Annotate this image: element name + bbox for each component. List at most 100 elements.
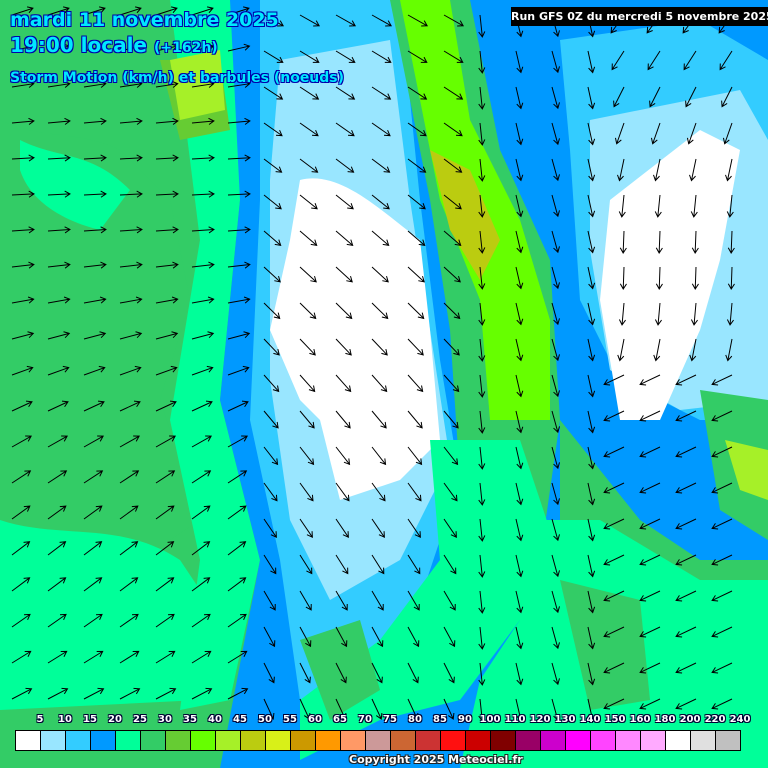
motion-arrow bbox=[443, 590, 456, 611]
motion-arrow bbox=[690, 194, 698, 218]
motion-arrow bbox=[551, 698, 560, 722]
motion-arrow bbox=[155, 541, 175, 556]
motion-arrow bbox=[83, 650, 104, 664]
motion-arrow bbox=[478, 626, 486, 650]
motion-arrow bbox=[155, 80, 179, 88]
motion-arrow bbox=[335, 698, 347, 720]
motion-arrow bbox=[551, 122, 560, 146]
motion-arrow bbox=[227, 80, 251, 88]
legend-label: 75 bbox=[383, 714, 397, 725]
motion-arrow bbox=[335, 50, 356, 63]
motion-arrow bbox=[191, 470, 212, 484]
motion-arrow bbox=[299, 50, 320, 63]
motion-arrow bbox=[371, 230, 390, 246]
motion-arrow bbox=[711, 410, 733, 422]
legend-swatch bbox=[716, 731, 740, 750]
motion-arrow bbox=[515, 518, 524, 542]
motion-arrow bbox=[371, 302, 389, 320]
motion-arrow bbox=[155, 400, 177, 412]
motion-arrow bbox=[478, 662, 486, 686]
motion-arrow bbox=[478, 302, 486, 326]
legend-swatch bbox=[566, 731, 591, 750]
motion-arrow bbox=[443, 554, 457, 575]
motion-arrow bbox=[407, 410, 423, 429]
motion-arrow bbox=[551, 158, 560, 182]
legend-label: 25 bbox=[133, 714, 147, 725]
motion-arrow bbox=[639, 626, 661, 638]
motion-arrow bbox=[371, 50, 392, 63]
motion-arrow bbox=[587, 194, 596, 218]
motion-arrow bbox=[47, 117, 71, 125]
motion-arrow bbox=[47, 613, 67, 628]
motion-arrow bbox=[443, 266, 461, 283]
motion-arrow bbox=[478, 374, 486, 398]
motion-arrow bbox=[551, 662, 560, 686]
motion-arrow bbox=[443, 302, 461, 320]
motion-arrow bbox=[443, 86, 464, 100]
legend-swatch bbox=[191, 731, 216, 750]
motion-arrow bbox=[263, 590, 276, 611]
motion-arrow bbox=[335, 266, 353, 283]
motion-arrow bbox=[587, 338, 596, 362]
motion-arrow bbox=[587, 446, 596, 470]
motion-arrow bbox=[119, 43, 143, 52]
motion-arrow bbox=[335, 518, 349, 538]
motion-arrow bbox=[675, 698, 697, 710]
motion-arrow bbox=[371, 482, 386, 502]
motion-arrow bbox=[191, 400, 213, 412]
motion-arrow bbox=[639, 446, 661, 458]
motion-arrow bbox=[47, 435, 68, 448]
motion-arrow bbox=[155, 435, 176, 448]
motion-arrow bbox=[515, 194, 524, 218]
motion-arrow bbox=[227, 577, 247, 592]
motion-arrow bbox=[515, 626, 524, 650]
motion-arrow bbox=[371, 698, 383, 720]
motion-arrow bbox=[478, 266, 486, 290]
motion-arrow bbox=[515, 410, 524, 434]
motion-arrow bbox=[603, 482, 625, 494]
legend-label: 65 bbox=[333, 714, 347, 725]
motion-arrow bbox=[515, 338, 524, 362]
motion-arrow bbox=[83, 6, 106, 16]
motion-arrow bbox=[47, 331, 71, 340]
motion-arrow bbox=[711, 626, 733, 638]
motion-arrow bbox=[675, 518, 697, 530]
legend-swatch bbox=[366, 731, 391, 750]
motion-arrow bbox=[263, 122, 283, 137]
legend-swatch bbox=[616, 731, 641, 750]
motion-arrow bbox=[551, 482, 560, 506]
legend-swatch bbox=[41, 731, 66, 750]
motion-arrow bbox=[83, 296, 107, 304]
motion-arrow bbox=[227, 331, 251, 340]
motion-arrow bbox=[551, 410, 560, 434]
motion-arrow bbox=[686, 122, 697, 145]
forecast-date: mardi 11 novembre 2025 bbox=[10, 9, 279, 31]
legend-label: 160 bbox=[629, 714, 651, 725]
motion-arrow bbox=[335, 590, 348, 611]
motion-arrow bbox=[711, 518, 733, 530]
legend-label: 240 bbox=[729, 714, 751, 725]
motion-arrow bbox=[515, 590, 524, 614]
motion-arrow bbox=[515, 122, 524, 146]
motion-arrow bbox=[83, 331, 107, 340]
legend-swatch bbox=[266, 731, 291, 750]
motion-arrow bbox=[478, 230, 486, 254]
motion-arrow bbox=[119, 650, 140, 664]
motion-arrow bbox=[407, 338, 424, 356]
motion-arrow bbox=[711, 482, 733, 494]
legend-label: 110 bbox=[504, 714, 526, 725]
motion-arrow bbox=[263, 698, 275, 720]
motion-arrow bbox=[443, 410, 459, 429]
motion-arrow bbox=[587, 698, 596, 722]
motion-arrow bbox=[727, 230, 735, 254]
motion-arrow bbox=[443, 122, 463, 137]
motion-arrow bbox=[587, 626, 596, 650]
motion-arrow bbox=[119, 226, 143, 234]
motion-arrow bbox=[191, 331, 215, 340]
motion-arrow bbox=[47, 577, 67, 592]
motion-arrow bbox=[639, 590, 661, 602]
motion-arrow bbox=[551, 230, 560, 254]
